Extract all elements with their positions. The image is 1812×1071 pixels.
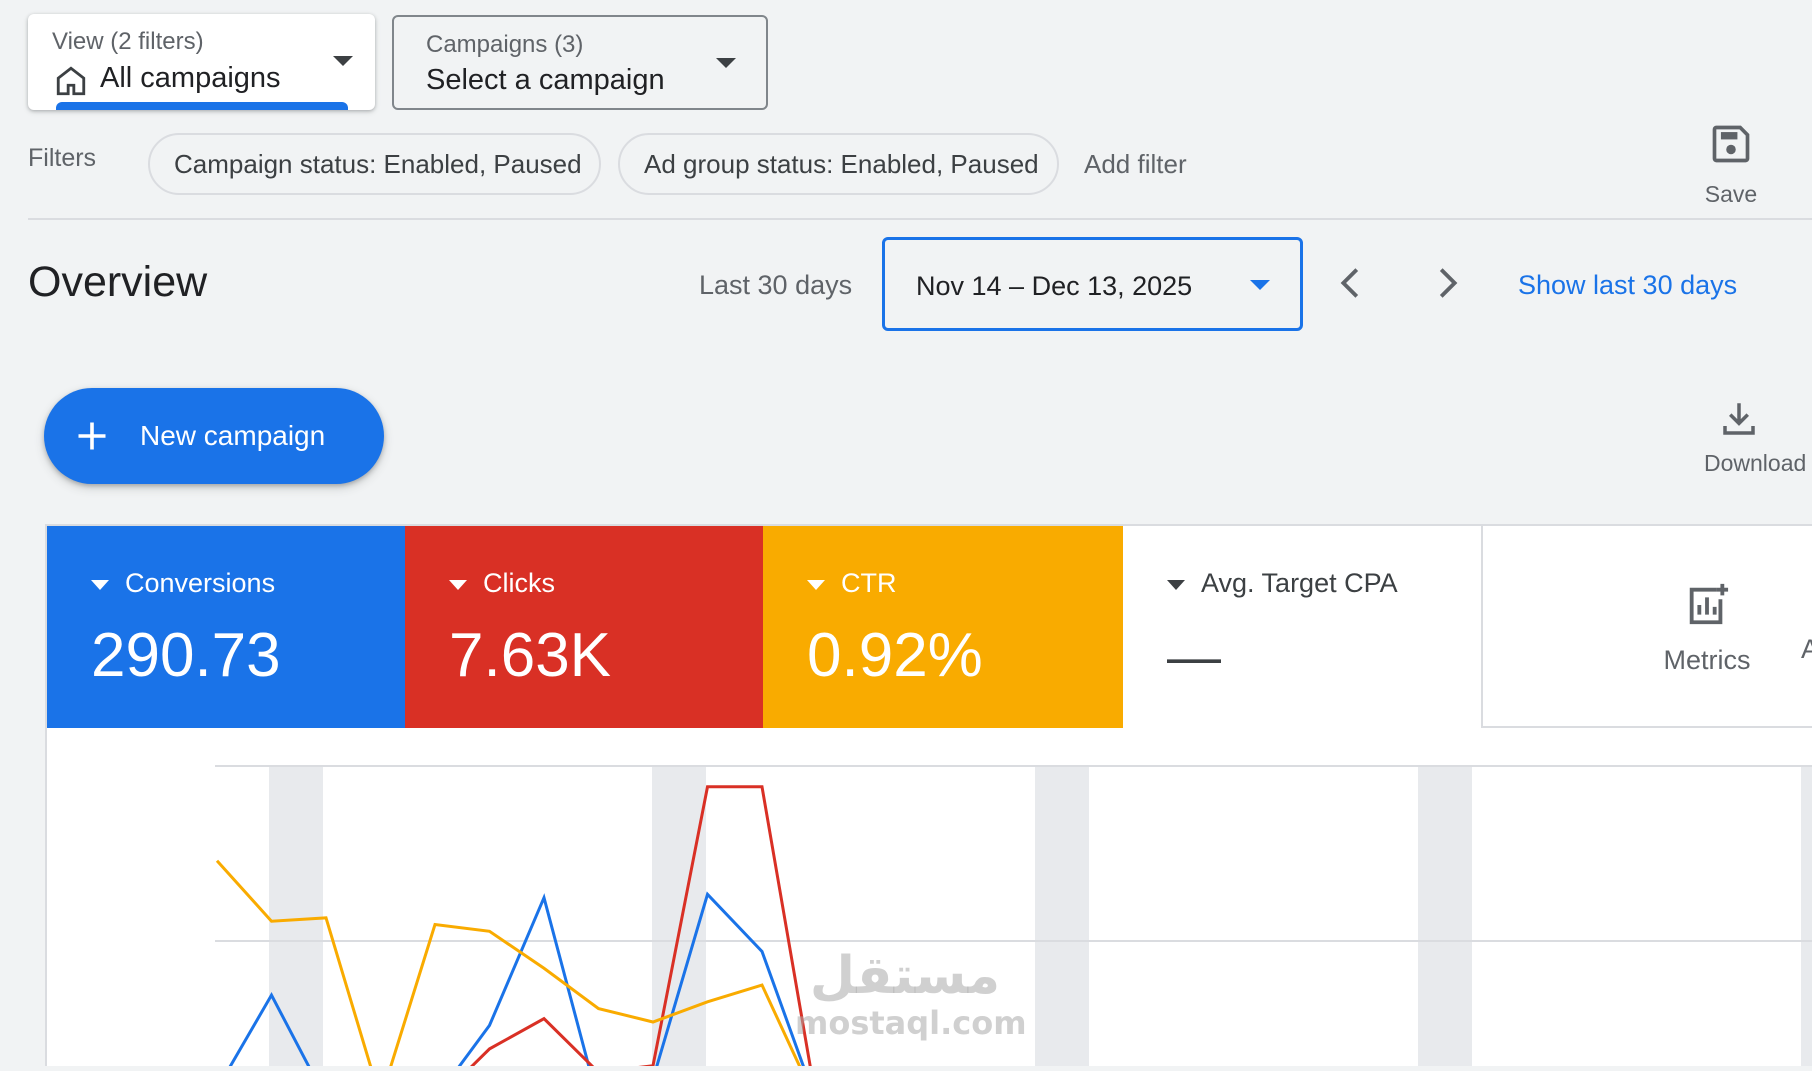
performance-chart xyxy=(45,728,1812,1066)
line-chart xyxy=(215,765,1812,1066)
view-selector[interactable]: View (2 filters) All campaigns xyxy=(28,14,375,110)
scorecard-value: 7.63K xyxy=(449,621,612,690)
filter-chip-campaign-status[interactable]: Campaign status: Enabled, Paused xyxy=(148,133,601,195)
clipped-label: A xyxy=(1801,634,1812,664)
caret-down-icon xyxy=(449,579,467,590)
new-campaign-button[interactable]: New campaign xyxy=(44,388,384,484)
watermark-latin: mostaql.com xyxy=(795,1004,1027,1042)
chevron-right-icon[interactable] xyxy=(1424,260,1470,306)
date-range-label: Last 30 days xyxy=(699,270,853,300)
save-button[interactable]: Save xyxy=(1690,122,1772,207)
series-line-1 xyxy=(470,785,812,1066)
view-selector-caption: View (2 filters) xyxy=(52,28,204,55)
save-label: Save xyxy=(1704,181,1758,207)
watermark: مستقل mostaql.com xyxy=(795,946,1027,1046)
home-icon xyxy=(56,66,86,96)
campaign-selector[interactable]: Campaigns (3) Select a campaign xyxy=(392,15,768,110)
scorecard-value: 290.73 xyxy=(91,621,281,690)
campaign-selector-caption: Campaigns (3) xyxy=(426,31,584,58)
scorecard-conversions[interactable]: Conversions 290.73 xyxy=(47,526,405,728)
caret-down-icon xyxy=(807,579,825,590)
chevron-down-icon xyxy=(1250,280,1270,290)
weekend-band xyxy=(1801,766,1812,1066)
scorecard-ctr[interactable]: CTR 0.92% xyxy=(763,526,1123,728)
show-last-30-days-link[interactable]: Show last 30 days xyxy=(1518,270,1738,300)
weekend-band xyxy=(1418,766,1472,1066)
view-selector-value: All campaigns xyxy=(100,62,281,94)
scorecard-value: 0.92% xyxy=(807,621,983,690)
metrics-button[interactable]: Metrics xyxy=(1647,582,1767,676)
download-button[interactable]: Download xyxy=(1700,398,1812,478)
scorecard-name: CTR xyxy=(807,568,897,599)
caret-down-icon xyxy=(91,579,109,590)
chevron-down-icon xyxy=(333,56,353,66)
save-icon xyxy=(1712,125,1750,163)
divider xyxy=(28,218,1812,220)
scorecard-name: Conversions xyxy=(91,568,275,599)
weekend-band xyxy=(652,766,706,1066)
add-chart-icon xyxy=(1689,583,1729,625)
series-line-2 xyxy=(215,859,802,1066)
weekend-band xyxy=(1035,766,1089,1066)
download-label: Download xyxy=(1704,450,1807,476)
chevron-down-icon xyxy=(716,58,736,68)
series-line-0 xyxy=(228,891,805,1066)
plus-icon xyxy=(78,422,106,450)
date-range-picker[interactable]: Nov 14 – Dec 13, 2025 xyxy=(882,237,1303,331)
scorecard-clicks[interactable]: Clicks 7.63K xyxy=(405,526,763,728)
scorecard-avg-target-cpa[interactable]: Avg. Target CPA — xyxy=(1123,526,1483,728)
scorecards: Conversions 290.73 Clicks 7.63K CTR 0.92… xyxy=(45,524,1812,728)
scorecard-name: Avg. Target CPA xyxy=(1167,568,1398,599)
new-campaign-label: New campaign xyxy=(140,420,326,451)
scorecard-value: — xyxy=(1167,627,1221,687)
watermark-arabic: مستقل xyxy=(809,946,1001,1006)
metrics-label: Metrics xyxy=(1663,645,1751,675)
campaign-selector-value: Select a campaign xyxy=(426,64,665,96)
download-icon xyxy=(1723,403,1755,435)
scorecard-name: Clicks xyxy=(449,568,555,599)
caret-down-icon xyxy=(1167,579,1185,590)
filters-label: Filters xyxy=(28,144,97,172)
page-title: Overview xyxy=(28,258,208,306)
chevron-left-icon[interactable] xyxy=(1328,260,1374,306)
add-filter-button[interactable]: Add filter xyxy=(1084,149,1187,179)
filter-chip-ad-group-status[interactable]: Ad group status: Enabled, Paused xyxy=(618,133,1059,195)
weekend-band xyxy=(269,766,323,1066)
date-range-value: Nov 14 – Dec 13, 2025 xyxy=(916,271,1193,301)
active-indicator xyxy=(56,102,348,110)
